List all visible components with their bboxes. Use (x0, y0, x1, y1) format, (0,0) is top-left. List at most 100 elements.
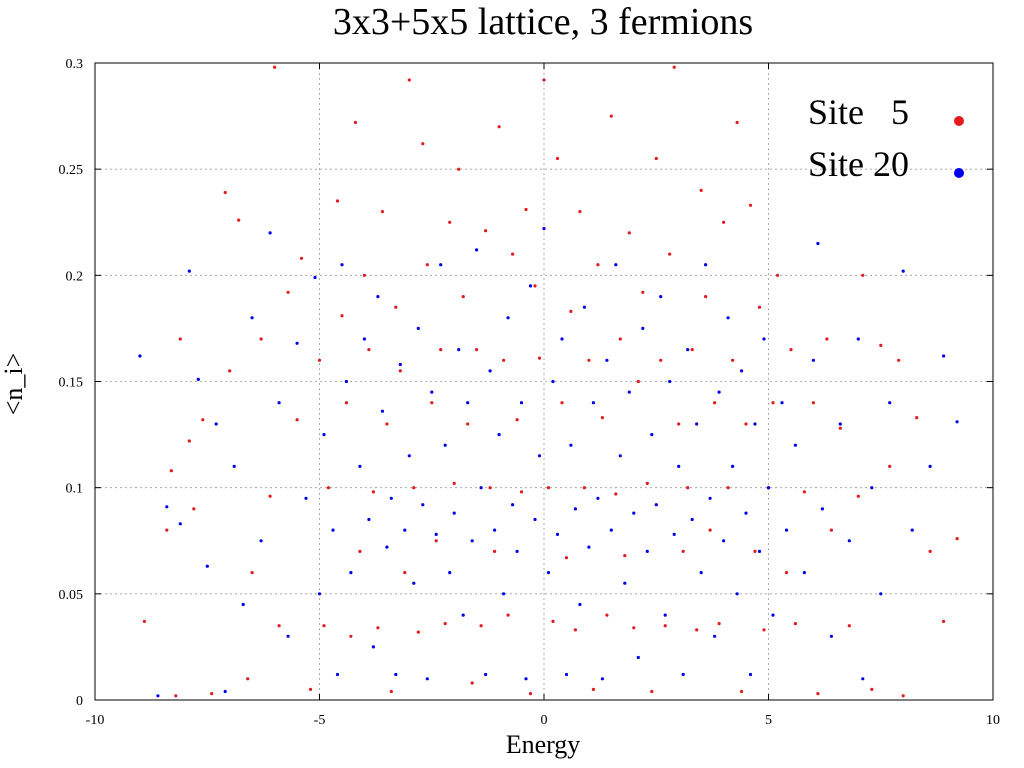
scatter-point (362, 337, 366, 341)
scatter-point (560, 337, 564, 341)
scatter-point (762, 337, 766, 341)
scatter-point (439, 263, 443, 267)
scatter-point (380, 210, 384, 214)
scatter-point (398, 362, 402, 367)
y-axis-label: <n_i> (0, 353, 28, 416)
scatter-point (380, 409, 384, 413)
scatter-point (888, 401, 892, 405)
scatter-point (861, 677, 865, 681)
y-axis-ticks: 0 0.05 0.1 0.15 0.2 0.25 0.3 (59, 57, 993, 709)
scatter-point (600, 677, 605, 681)
scatter-point (268, 231, 272, 235)
scatter-point (793, 622, 798, 626)
scatter-point (740, 369, 744, 373)
scatter-point (340, 263, 344, 267)
scatter-point (663, 624, 667, 628)
scatter-point (708, 496, 712, 500)
scatter-point (519, 490, 524, 494)
scatter-point (488, 369, 492, 373)
scatter-point (722, 220, 726, 224)
scatter-point (331, 528, 335, 532)
scatter-point (870, 687, 874, 692)
scatter-point (457, 348, 461, 352)
y-tick-label: 0.2 (66, 269, 84, 284)
scatter-point (596, 263, 600, 267)
scatter-point (870, 486, 874, 490)
scatter-point (722, 539, 726, 543)
scatter-point (304, 496, 308, 500)
scatter-point (672, 532, 676, 537)
scatter-point (672, 65, 676, 69)
scatter-point (641, 326, 645, 330)
scatter-point (897, 358, 901, 362)
scatter-point (286, 290, 290, 294)
y-tick-label: 0.05 (59, 588, 84, 603)
scatter-point (479, 486, 483, 490)
scatter-point (268, 494, 272, 498)
scatter-point (344, 401, 348, 405)
scatter-point (187, 439, 191, 443)
legend-marker-site-5 (954, 116, 964, 126)
scatter-point (533, 517, 537, 522)
scatter-point (362, 273, 366, 277)
scatter-point (757, 305, 762, 309)
scatter-point (618, 337, 622, 341)
scatter-point (587, 545, 591, 549)
scatter-point (811, 401, 816, 405)
scatter-point (677, 464, 681, 468)
scatter-point (497, 433, 501, 437)
scatter-point (259, 539, 263, 543)
scatter-point (317, 592, 322, 596)
scatter-point (479, 624, 483, 628)
scatter-point (246, 677, 250, 681)
scatter-point (726, 486, 730, 490)
scatter-point (398, 369, 402, 373)
y-tick-label: 0.1 (66, 482, 84, 497)
legend-label-site-20: Site 20 (808, 144, 909, 184)
scatter-point (416, 326, 420, 330)
x-tick-label: 0 (541, 713, 548, 728)
scatter-point (856, 337, 860, 341)
scatter-point (250, 316, 254, 320)
scatter-point (753, 549, 757, 554)
scatter-point (358, 549, 362, 554)
scatter-point (771, 613, 775, 617)
scatter-point (277, 624, 281, 628)
scatter-point (367, 348, 371, 352)
scatter-point (241, 602, 245, 607)
scatter-point (690, 348, 694, 352)
scatter-point (829, 634, 834, 638)
scatter-point (623, 581, 627, 585)
x-tick-label: 5 (765, 713, 772, 728)
scatter-point (748, 203, 753, 207)
scatter-point (335, 672, 340, 677)
scatter-point (659, 358, 663, 362)
scatter-point (928, 464, 932, 468)
scatter-point (879, 592, 883, 596)
scatter-point (515, 549, 519, 554)
scatter-point (681, 672, 685, 677)
scatter-point (731, 358, 735, 362)
scatter-point (502, 592, 506, 596)
scatter-point (645, 549, 649, 554)
scatter-point (349, 571, 353, 575)
scatter-point (654, 503, 658, 507)
scatter-point (879, 343, 883, 347)
scatter-point (856, 494, 860, 498)
scatter-point (389, 496, 393, 500)
series-site-20 (138, 227, 959, 698)
scatter-point (434, 539, 438, 543)
scatter-point (497, 125, 501, 129)
scatter-point (748, 672, 753, 677)
y-tick-label: 0.25 (59, 163, 84, 178)
scatter-point (138, 354, 142, 358)
scatter-point (196, 377, 200, 381)
scatter-point (901, 269, 905, 273)
scatter-point (744, 511, 748, 515)
scatter-point (448, 220, 452, 224)
scatter-point (470, 681, 474, 685)
scatter-point (340, 314, 344, 318)
scatter-point (385, 545, 389, 549)
scatter-point (519, 401, 524, 405)
scatter-point (735, 120, 739, 125)
